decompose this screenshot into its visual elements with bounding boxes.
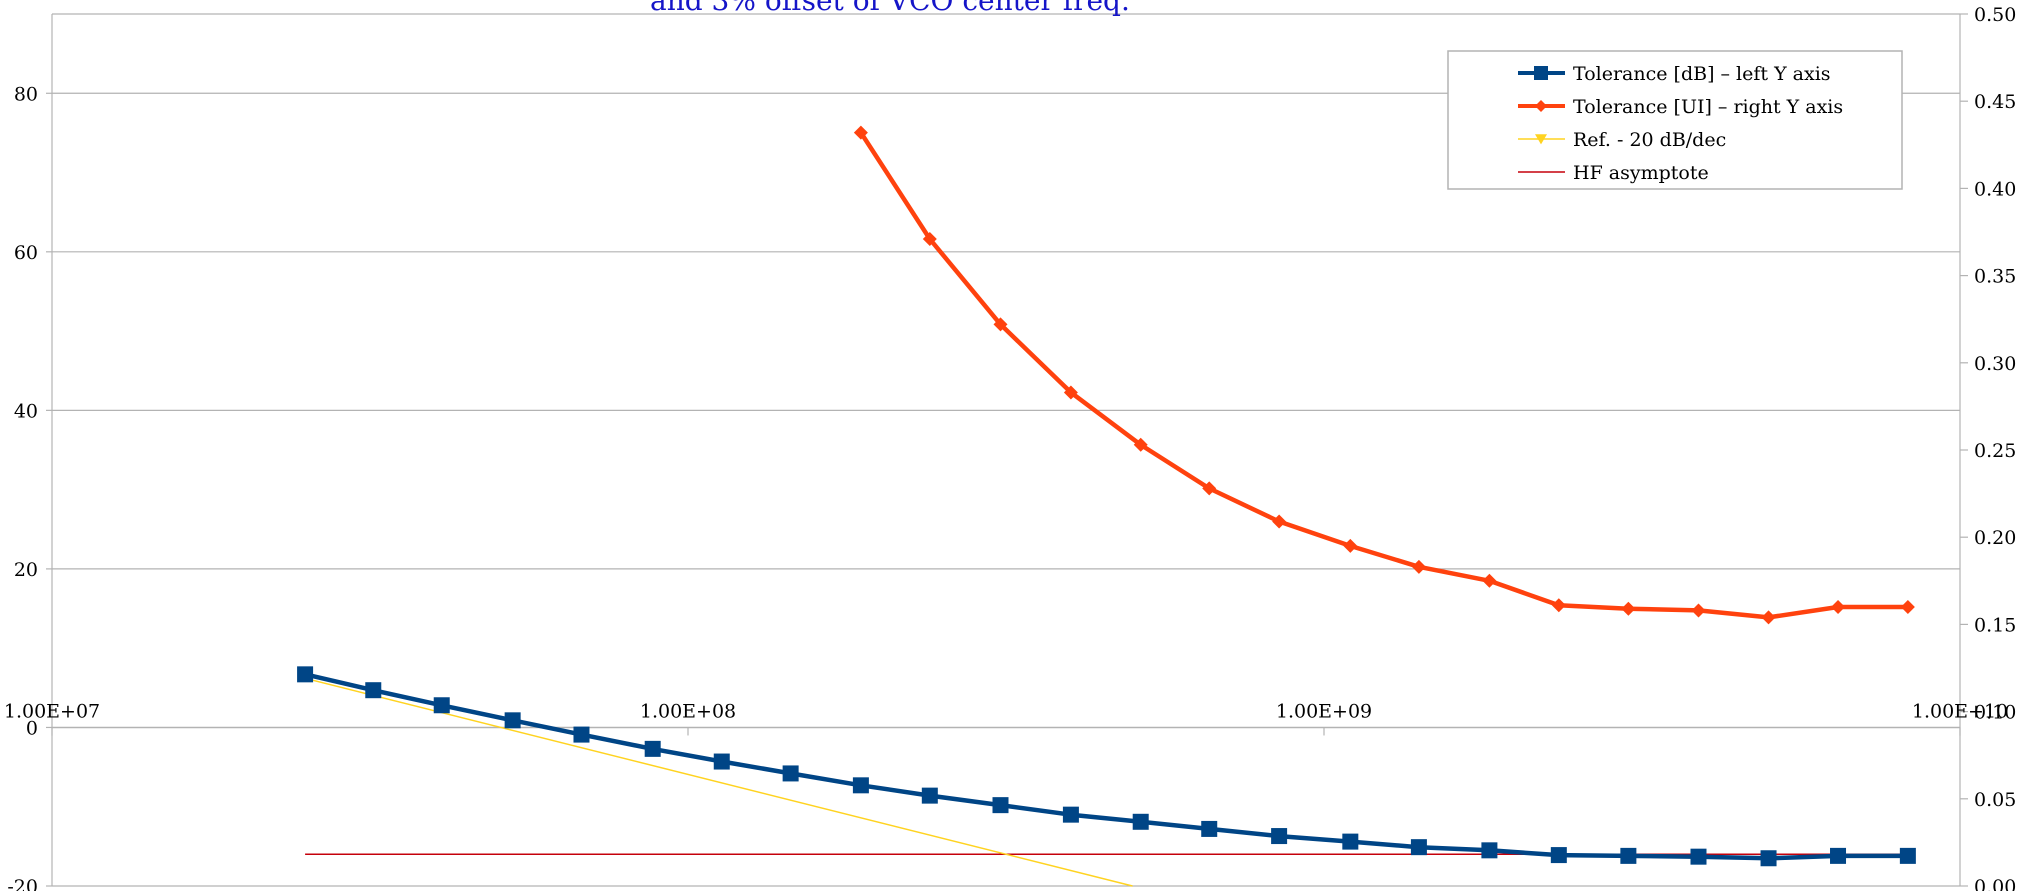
data-point <box>1760 850 1777 867</box>
legend-label: Ref. - 20 dB/dec <box>1573 129 1726 151</box>
legend-entry: Ref. - 20 dB/dec <box>1518 129 1726 151</box>
data-point <box>1831 599 1846 614</box>
left-tick-label: 20 <box>14 559 38 581</box>
data-point <box>504 712 521 729</box>
legend-swatch-marker <box>1535 100 1547 112</box>
data-point <box>1133 437 1148 452</box>
data-point <box>1132 813 1149 830</box>
data-point <box>1342 833 1359 850</box>
data-point <box>573 726 590 743</box>
data-point <box>1900 599 1915 614</box>
data-point <box>1410 839 1427 856</box>
data-point <box>1272 514 1287 529</box>
data-point <box>922 231 937 246</box>
data-point <box>644 740 661 757</box>
data-point <box>1063 385 1078 400</box>
data-point <box>852 777 869 794</box>
data-point <box>1620 847 1637 864</box>
data-point <box>1481 842 1498 859</box>
series-0 <box>297 666 1916 867</box>
data-point <box>1690 848 1707 865</box>
data-point <box>1899 847 1916 864</box>
data-point <box>1343 538 1358 553</box>
legend-label: Tolerance [UI] – right Y axis <box>1573 96 1843 118</box>
right-tick-label: 0.45 <box>1974 91 2016 113</box>
legend-swatch-marker <box>1535 134 1547 145</box>
data-point <box>1202 481 1217 496</box>
data-point <box>1550 847 1567 864</box>
left-tick-label: -20 <box>7 876 38 891</box>
x-tick-label: 1.00E+07 <box>4 700 100 722</box>
x-tick-label: 1.00E+09 <box>1276 700 1372 722</box>
legend-entry: Tolerance [dB] – left Y axis <box>1518 63 1831 85</box>
right-tick-label: 0.20 <box>1974 527 2016 549</box>
data-point <box>1201 820 1218 837</box>
x-axis: 1.00E+07 1.00E+08 1.00E+09 1.00E+10 <box>4 700 2008 736</box>
x-tick-label: 1.00E+08 <box>640 700 736 722</box>
data-point <box>1062 806 1079 823</box>
legend-entry: HF asymptote <box>1518 162 1709 184</box>
data-point <box>993 317 1008 332</box>
gridlines <box>52 13 1960 887</box>
data-point <box>1830 847 1847 864</box>
right-tick-label: 0.40 <box>1974 178 2016 200</box>
series-1 <box>853 125 1915 625</box>
legend-label: HF asymptote <box>1573 162 1709 184</box>
right-tick-label: 0.50 <box>1974 4 2016 26</box>
data-point <box>1621 601 1636 616</box>
data-point <box>1411 559 1426 574</box>
chart-title: and 3% offset of VCO center freq. <box>650 0 1130 17</box>
right-tick-label: 0.05 <box>1974 789 2016 811</box>
right-tick-label: 0.10 <box>1974 702 2016 724</box>
data-point <box>992 797 1009 814</box>
series-line <box>304 672 1908 861</box>
data-point <box>1761 610 1776 625</box>
right-tick-label: 0.00 <box>1974 876 2016 891</box>
left-tick-label: 60 <box>14 242 38 264</box>
left-tick-label: 80 <box>14 83 38 105</box>
data-point <box>713 753 730 770</box>
right-tick-label: 0.15 <box>1974 614 2016 636</box>
data-point <box>297 666 314 683</box>
data-point <box>365 682 382 699</box>
right-y-axis: 0.00 0.05 0.10 0.15 0.20 0.25 0.30 0.35 0.40 0.45… <box>1960 4 2016 891</box>
right-tick-label: 0.30 <box>1974 353 2016 375</box>
right-tick-label: 0.35 <box>1974 266 2016 288</box>
series-line <box>859 131 1908 620</box>
data-point <box>853 125 868 140</box>
legend-entry: Tolerance [UI] – right Y axis <box>1518 96 1843 118</box>
left-tick-label: 0 <box>26 717 38 739</box>
legend-swatch-marker <box>1534 66 1548 80</box>
right-tick-label: 0.25 <box>1974 440 2016 462</box>
series-lines <box>297 125 1916 887</box>
data-point <box>782 765 799 782</box>
data-point <box>921 787 938 804</box>
data-point <box>1551 598 1566 613</box>
left-y-axis: -20 0 20 40 60 80 <box>7 83 52 891</box>
x-tick-label: 1.00E+10 <box>1912 700 2008 722</box>
legend-label: Tolerance [dB] – left Y axis <box>1573 63 1831 85</box>
data-point <box>1482 573 1497 588</box>
data-point <box>433 697 450 714</box>
data-point <box>1691 603 1706 618</box>
legend: Tolerance [dB] – left Y axis Tolerance [U… <box>1447 50 1903 190</box>
left-tick-label: 40 <box>14 400 38 422</box>
data-point <box>1271 828 1288 845</box>
